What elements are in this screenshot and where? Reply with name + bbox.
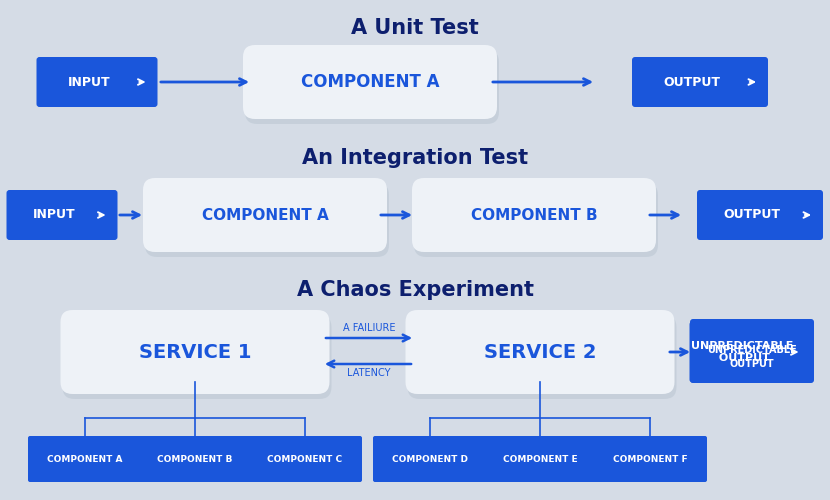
FancyBboxPatch shape [145,183,389,257]
FancyBboxPatch shape [412,178,656,252]
Text: OUTPUT: OUTPUT [663,76,720,88]
Text: A Chaos Experiment: A Chaos Experiment [296,280,534,300]
Text: COMPONENT C: COMPONENT C [267,454,343,464]
FancyBboxPatch shape [143,178,387,252]
Text: LATENCY: LATENCY [347,368,391,378]
FancyBboxPatch shape [243,45,497,119]
Text: UNPREDICTABLE
 OUTPUT: UNPREDICTABLE OUTPUT [691,341,793,363]
Text: A FAILIURE: A FAILIURE [343,323,395,333]
FancyBboxPatch shape [406,310,675,394]
Text: COMPONENT D: COMPONENT D [392,454,468,464]
FancyBboxPatch shape [408,315,676,399]
FancyBboxPatch shape [414,183,658,257]
Text: COMPONENT A: COMPONENT A [47,454,123,464]
Text: An Integration Test: An Integration Test [302,148,528,168]
FancyBboxPatch shape [37,57,158,107]
FancyBboxPatch shape [245,50,499,124]
FancyBboxPatch shape [28,436,142,482]
FancyBboxPatch shape [697,190,823,240]
Text: UNPREDICTABLE: UNPREDICTABLE [707,345,797,355]
FancyBboxPatch shape [138,436,252,482]
Text: INPUT: INPUT [68,76,110,88]
FancyBboxPatch shape [690,319,814,383]
FancyBboxPatch shape [373,436,487,482]
Text: COMPONENT B: COMPONENT B [471,208,598,222]
FancyBboxPatch shape [62,315,331,399]
Text: OUTPUT: OUTPUT [730,359,774,369]
FancyBboxPatch shape [483,436,597,482]
FancyBboxPatch shape [632,57,768,107]
Text: COMPONENT A: COMPONENT A [202,208,329,222]
Text: COMPONENT F: COMPONENT F [613,454,687,464]
Text: COMPONENT E: COMPONENT E [503,454,578,464]
FancyBboxPatch shape [248,436,362,482]
FancyBboxPatch shape [7,190,118,240]
FancyBboxPatch shape [61,310,330,394]
Text: COMPONENT B: COMPONENT B [158,454,232,464]
Text: COMPONENT A: COMPONENT A [300,73,439,91]
Text: SERVICE 1: SERVICE 1 [139,342,251,361]
Text: A Unit Test: A Unit Test [351,18,479,38]
FancyBboxPatch shape [690,322,811,382]
Text: INPUT: INPUT [32,208,76,222]
Text: OUTPUT: OUTPUT [724,208,780,222]
Text: SERVICE 2: SERVICE 2 [484,342,596,361]
FancyBboxPatch shape [593,436,707,482]
